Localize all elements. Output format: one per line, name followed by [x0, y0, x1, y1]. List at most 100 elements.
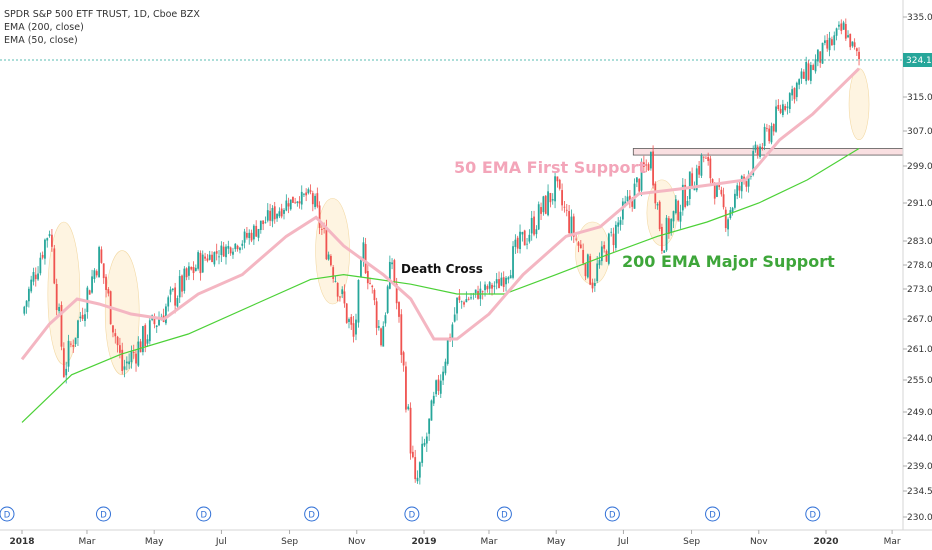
dividend-marker[interactable]	[196, 506, 212, 522]
candle-body	[519, 231, 521, 250]
candle-body	[654, 183, 657, 204]
candle-body	[775, 106, 777, 132]
death-cross-label: Death Cross	[401, 262, 483, 276]
candle-body	[734, 193, 736, 208]
candle-body	[296, 201, 299, 203]
candle-body	[280, 208, 283, 217]
candle-body	[371, 285, 374, 288]
candle-body	[619, 220, 622, 225]
candle-body	[463, 302, 465, 305]
candle-body	[294, 202, 297, 204]
y-tick-label: 234.50	[907, 487, 932, 497]
dividend-marker-label: D	[4, 511, 11, 521]
candle-body	[727, 219, 729, 230]
y-tick-label: 291.00	[907, 199, 932, 209]
candle-body	[220, 245, 223, 256]
candle-body	[116, 336, 119, 346]
candle-body	[416, 477, 419, 482]
candle-body	[798, 79, 801, 85]
dividend-marker[interactable]	[604, 506, 620, 522]
candle-body	[605, 250, 608, 262]
candle-body	[716, 184, 718, 197]
candle-body	[835, 28, 838, 36]
candle-body	[589, 256, 592, 285]
dividend-marker[interactable]	[404, 506, 420, 522]
candle-body	[807, 63, 810, 80]
candle-body	[647, 164, 650, 171]
candle-body	[722, 194, 725, 208]
candle-body	[698, 165, 700, 175]
candle-body	[23, 306, 26, 314]
candle-body	[393, 260, 396, 284]
candle-body	[114, 333, 117, 337]
dividend-marker[interactable]	[705, 506, 721, 522]
candle-body	[674, 199, 677, 214]
dividend-marker-label: D	[308, 511, 315, 521]
candle-body	[171, 288, 174, 290]
candle-body	[165, 306, 167, 324]
candle-body	[121, 349, 124, 371]
candle-body	[285, 200, 288, 211]
candle-body	[320, 229, 323, 230]
candle-body	[572, 216, 575, 237]
dividend-marker[interactable]	[96, 506, 112, 522]
candle-body	[688, 171, 691, 199]
dividend-marker-label: D	[501, 511, 508, 521]
candle-body	[135, 353, 137, 364]
candle-body	[507, 277, 510, 280]
candle-body	[357, 280, 360, 323]
dividend-marker[interactable]	[496, 506, 512, 522]
candle-body	[591, 282, 594, 289]
candle-body	[821, 42, 824, 64]
dividend-marker[interactable]	[304, 506, 320, 522]
candle-body	[307, 189, 310, 194]
candle-body	[369, 282, 371, 284]
candle-body	[53, 248, 56, 284]
candle-body	[598, 260, 601, 266]
candle-body	[470, 297, 472, 299]
dividend-marker[interactable]	[805, 506, 821, 522]
highlight-ellipse	[848, 68, 870, 141]
candle-body	[544, 195, 547, 214]
y-tick-label: 283.00	[907, 237, 932, 247]
candle-body	[55, 283, 58, 311]
candle-body	[46, 238, 49, 241]
candle-body	[132, 351, 135, 353]
candle-body	[586, 254, 589, 278]
candle-body	[667, 218, 670, 234]
dividend-marker[interactable]	[0, 506, 15, 522]
candle-body	[677, 200, 680, 221]
candle-body	[400, 314, 403, 355]
candle-body	[325, 227, 328, 260]
candle-body	[105, 276, 107, 290]
candle-body	[530, 217, 533, 234]
candle-body	[537, 204, 540, 230]
candle-body	[130, 351, 133, 363]
candle-body	[243, 231, 246, 243]
candle-body	[528, 234, 531, 242]
candle-body	[197, 252, 200, 269]
y-tick-label: 307.00	[907, 127, 932, 137]
candle-body	[81, 314, 84, 319]
candle-body	[289, 199, 292, 210]
candle-body	[211, 254, 213, 263]
candle-body	[788, 93, 791, 109]
candle-body	[718, 185, 721, 188]
candle-body	[570, 216, 573, 235]
candle-body	[137, 341, 140, 366]
candle-body	[640, 162, 643, 191]
candle-body	[556, 176, 559, 182]
candle-body	[791, 89, 794, 96]
candle-body	[158, 318, 160, 326]
candle-body	[498, 279, 500, 289]
candle-body	[65, 368, 68, 376]
candle-body	[631, 199, 634, 207]
candle-body	[695, 168, 698, 191]
dividend-marker-label: D	[409, 511, 416, 521]
candle-body	[793, 88, 796, 100]
candle-body	[740, 176, 743, 192]
candle-body	[262, 220, 265, 225]
candle-body	[348, 319, 350, 322]
candle-body	[213, 252, 216, 265]
